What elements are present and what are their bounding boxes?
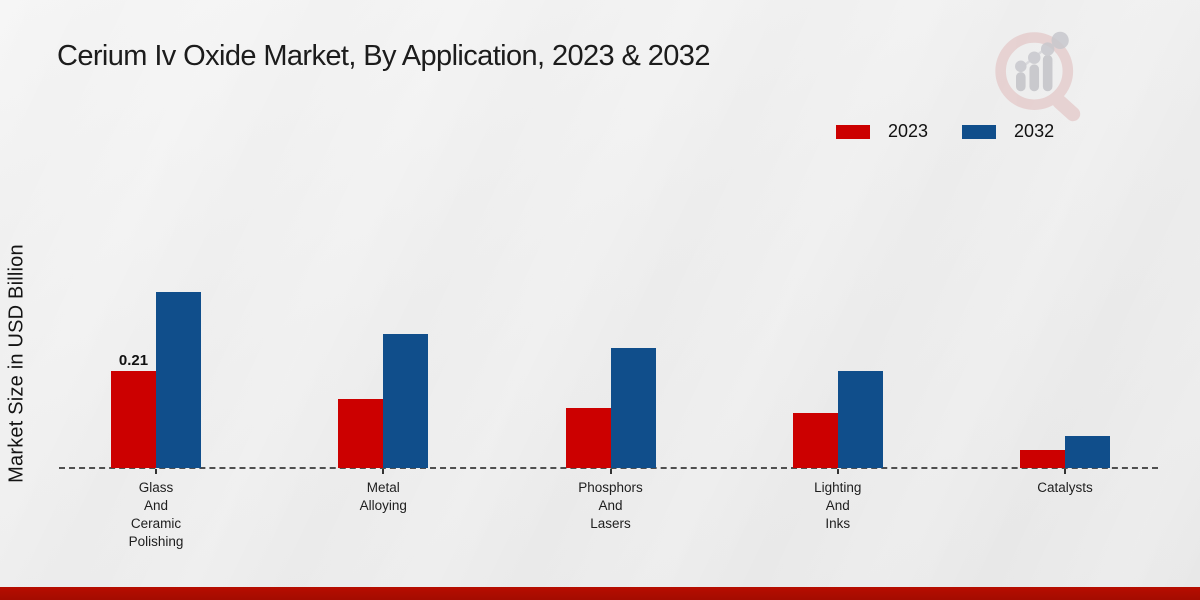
x-axis-tick [836,469,839,474]
legend-swatch-2023 [836,124,870,139]
bar-2023-group2 [338,399,384,468]
legend-item-2023: 2023 [836,121,928,142]
legend: 2023 2032 [836,121,1054,142]
category-label: Glass And Ceramic Polishing [128,480,184,549]
bar-2023-group5 [1020,450,1065,468]
category-label: Metal Alloying [359,480,407,513]
bar-value-label: 0.21 [118,352,149,369]
x-axis-tick [155,469,157,474]
chart-title: Cerium Iv Oxide Market, By Application, … [57,40,710,72]
legend-label-2032: 2032 [1014,121,1055,141]
category-label: Phosphors And Lasers [578,480,643,531]
bar-2032-group3 [610,348,656,468]
bar-2023-group4 [792,413,838,468]
y-axis-title: Market Size in USD Billion [5,244,28,483]
bottom-accent-bar [0,587,1200,600]
x-axis-tick [382,469,385,474]
bar-2032-group4 [837,371,883,468]
category-label: Lighting And Inks [814,480,862,531]
x-axis-baseline [59,467,1158,469]
legend-swatch-2032 [962,124,997,139]
bar-2032-group5 [1065,436,1110,468]
bar-2032-group1 [156,292,201,468]
category-label: Catalysts [1037,480,1093,495]
magnifier-bar-chart-logo-icon [992,26,1088,127]
x-axis-tick [1064,469,1066,474]
x-axis-tick [609,469,612,474]
bar-2023-group1 [111,371,156,468]
bar-2023-group3 [565,408,611,468]
legend-item-2032: 2032 [962,121,1054,142]
legend-label-2023: 2023 [888,121,929,141]
bar-2032-group2 [383,334,429,468]
